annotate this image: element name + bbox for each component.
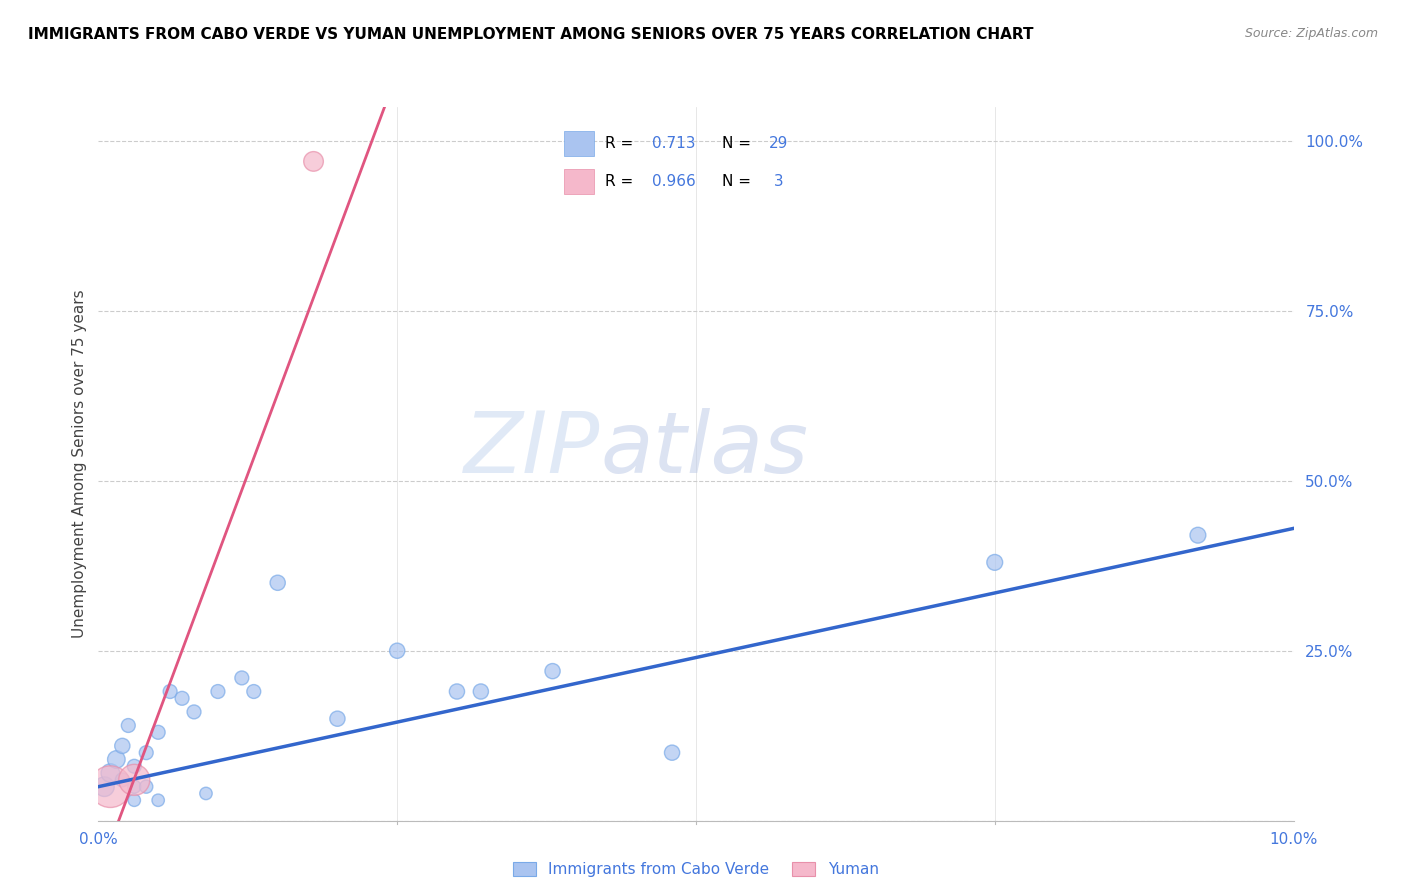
Point [117,718,139,732]
Point [267,575,290,590]
Point [124,759,146,773]
Point [148,793,170,807]
Point [148,725,170,739]
Point [135,746,157,760]
Point [93,780,115,794]
Point [183,705,205,719]
Point [105,752,128,766]
Point [231,671,253,685]
Point [98,766,122,780]
Point [385,644,409,658]
Point [302,154,325,169]
Point [470,684,492,698]
Point [194,787,218,801]
Point [124,793,146,807]
Point [135,780,157,794]
Legend: Immigrants from Cabo Verde, Yuman: Immigrants from Cabo Verde, Yuman [513,862,879,877]
Point [124,780,146,794]
Point [124,772,146,787]
Point [326,712,349,726]
Y-axis label: Unemployment Among Seniors over 75 years: Unemployment Among Seniors over 75 years [72,290,87,638]
Point [243,684,266,698]
Point [446,684,468,698]
Text: atlas: atlas [600,408,808,491]
Point [98,780,122,794]
Point [159,684,181,698]
Point [111,772,134,787]
Point [661,746,683,760]
Text: IMMIGRANTS FROM CABO VERDE VS YUMAN UNEMPLOYMENT AMONG SENIORS OVER 75 YEARS COR: IMMIGRANTS FROM CABO VERDE VS YUMAN UNEM… [28,27,1033,42]
Point [983,555,1005,569]
Point [1187,528,1209,542]
Point [207,684,229,698]
Text: ZIP: ZIP [464,408,600,491]
Text: Source: ZipAtlas.com: Source: ZipAtlas.com [1244,27,1378,40]
Point [541,664,564,678]
Point [172,691,194,706]
Point [111,739,134,753]
